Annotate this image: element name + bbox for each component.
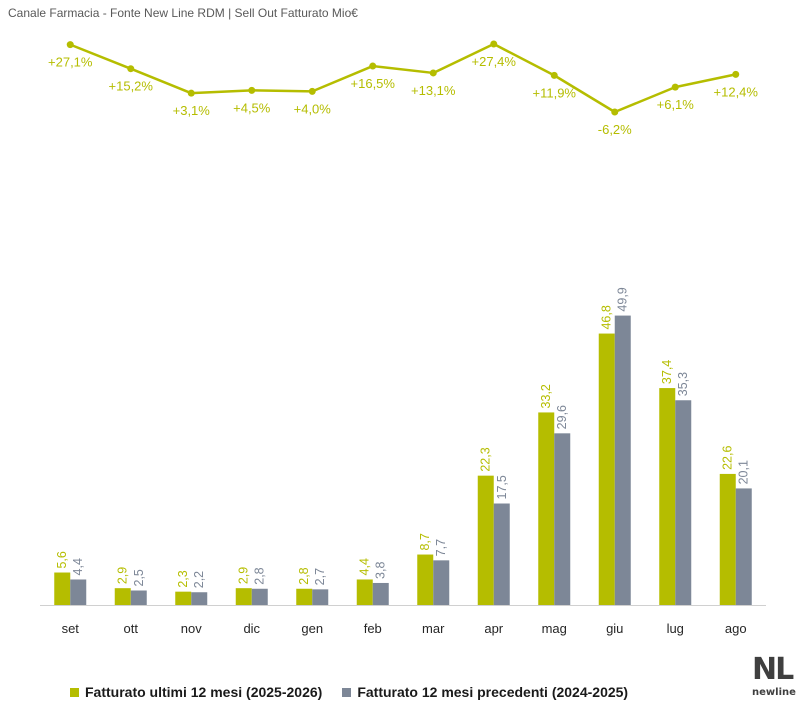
- legend-label-current: Fatturato ultimi 12 mesi (2025-2026): [85, 684, 323, 700]
- growth-point-lug: [671, 83, 679, 91]
- bar-previous-mar: [433, 560, 450, 605]
- bar-current-gen: [296, 588, 313, 605]
- growth-label-ott: +15,2%: [109, 79, 154, 94]
- x-tick-label-giu: giu: [606, 621, 623, 636]
- bar-label-previous-mar: 7,7: [434, 539, 448, 556]
- bar-label-previous-set: 4,4: [71, 558, 85, 575]
- bar-previous-ott: [130, 590, 147, 605]
- growth-point-mar: [429, 69, 437, 77]
- bar-label-current-lug: 37,4: [660, 360, 674, 384]
- growth-point-mag: [550, 71, 558, 79]
- growth-point-nov: [187, 89, 195, 97]
- logo-mark: NL: [752, 652, 794, 687]
- legend-item-previous: Fatturato 12 mesi precedenti (2024-2025): [342, 684, 628, 700]
- bar-label-previous-nov: 2,2: [192, 571, 206, 588]
- bar-current-feb: [356, 579, 373, 605]
- bar-current-ott: [114, 588, 131, 605]
- growth-label-feb: +16,5%: [351, 76, 396, 91]
- x-tick-label-nov: nov: [181, 621, 202, 636]
- x-tick-label-ott: ott: [124, 621, 139, 636]
- x-tick-label-lug: lug: [667, 621, 684, 636]
- x-tick-label-set: set: [62, 621, 80, 636]
- bar-current-ago: [719, 473, 736, 605]
- bar-previous-mag: [554, 433, 571, 605]
- growth-label-dic: +4,5%: [233, 100, 271, 115]
- bar-current-mag: [538, 412, 555, 605]
- growth-label-apr: +27,4%: [472, 54, 517, 69]
- growth-point-feb: [369, 62, 377, 70]
- x-tick-label-mag: mag: [542, 621, 567, 636]
- bar-label-current-ago: 22,6: [721, 446, 735, 470]
- bar-previous-giu: [614, 315, 631, 605]
- bar-label-previous-apr: 17,5: [495, 475, 509, 499]
- bar-current-apr: [477, 475, 494, 605]
- logo-word: newline: [752, 687, 796, 698]
- bar-label-current-feb: 4,4: [358, 558, 372, 575]
- growth-label-giu: -6,2%: [598, 122, 632, 137]
- x-tick-label-ago: ago: [725, 621, 747, 636]
- growth-label-lug: +6,1%: [657, 97, 695, 112]
- growth-label-gen: +4,0%: [294, 101, 332, 116]
- bar-current-dic: [235, 588, 252, 605]
- growth-label-mar: +13,1%: [411, 83, 456, 98]
- growth-point-gen: [308, 87, 316, 95]
- bar-previous-dic: [251, 588, 268, 605]
- bar-label-previous-feb: 3,8: [374, 562, 388, 579]
- growth-label-ago: +12,4%: [714, 84, 759, 99]
- growth-line-chart: +27,1% +15,2% +3,1% +4,5% +4,0% +16,5% +13,1% +…: [48, 40, 759, 137]
- bar-label-previous-dic: 2,8: [253, 567, 267, 584]
- growth-point-set: [66, 41, 74, 49]
- growth-point-ago: [732, 70, 740, 78]
- growth-point-dic: [248, 86, 256, 94]
- bar-label-current-gen: 2,8: [297, 567, 311, 584]
- bar-previous-set: [70, 579, 87, 605]
- bar-label-current-apr: 22,3: [479, 447, 493, 471]
- bar-current-lug: [659, 388, 676, 605]
- bar-current-nov: [175, 591, 192, 605]
- x-tick-label-feb: feb: [364, 621, 382, 636]
- bar-label-previous-lug: 35,3: [676, 372, 690, 396]
- bar-current-set: [54, 572, 71, 605]
- bar-label-previous-giu: 49,9: [616, 287, 630, 311]
- bar-label-current-mar: 8,7: [418, 533, 432, 550]
- bar-label-current-dic: 2,9: [237, 567, 251, 584]
- x-tick-label-dic: dic: [243, 621, 260, 636]
- bar-previous-feb: [372, 582, 389, 605]
- growth-label-nov: +3,1%: [173, 103, 211, 118]
- bar-previous-gen: [312, 589, 329, 605]
- bar-label-current-mag: 33,2: [539, 384, 553, 408]
- bar-previous-apr: [493, 503, 510, 605]
- bar-label-current-giu: 46,8: [600, 305, 614, 329]
- bar-label-current-nov: 2,3: [176, 570, 190, 587]
- page-title: Canale Farmacia - Fonte New Line RDM | S…: [8, 6, 358, 20]
- legend-swatch-current: [70, 687, 79, 697]
- bar-previous-nov: [191, 592, 208, 605]
- bar-chart: 5,62,9 2,3 2,9 2,84,48,722,333,246,837,422,…: [40, 287, 766, 636]
- bar-label-previous-mag: 29,6: [555, 405, 569, 429]
- bar-label-previous-ott: 2,5: [132, 569, 146, 586]
- bar-label-previous-ago: 20,1: [737, 460, 751, 484]
- legend-swatch-previous: [342, 687, 352, 697]
- growth-line-path: [69, 42, 737, 114]
- bar-label-previous-gen: 2,7: [313, 568, 327, 585]
- chart-canvas: +27,1% +15,2% +3,1% +4,5% +4,0% +16,5% +13,1% +…: [40, 40, 766, 636]
- x-tick-label-gen: gen: [301, 621, 323, 636]
- bar-current-giu: [598, 333, 615, 605]
- x-tick-label-apr: apr: [484, 621, 503, 636]
- bar-label-current-ott: 2,9: [116, 567, 130, 584]
- newline-logo: NL newline: [752, 655, 796, 705]
- growth-point-apr: [490, 40, 498, 48]
- bar-previous-ago: [735, 488, 752, 605]
- growth-point-giu: [611, 108, 619, 116]
- growth-point-ott: [127, 65, 135, 73]
- bar-current-mar: [417, 554, 434, 605]
- x-tick-label-mar: mar: [422, 621, 445, 636]
- bar-previous-lug: [675, 400, 692, 605]
- legend: Fatturato ultimi 12 mesi (2025-2026) Fat…: [70, 684, 628, 700]
- bar-label-current-set: 5,6: [55, 551, 69, 568]
- growth-label-set: +27,1%: [48, 55, 93, 70]
- growth-label-mag: +11,9%: [533, 85, 577, 100]
- legend-label-previous: Fatturato 12 mesi precedenti (2024-2025): [357, 684, 629, 700]
- legend-item-current: Fatturato ultimi 12 mesi (2025-2026): [70, 684, 322, 700]
